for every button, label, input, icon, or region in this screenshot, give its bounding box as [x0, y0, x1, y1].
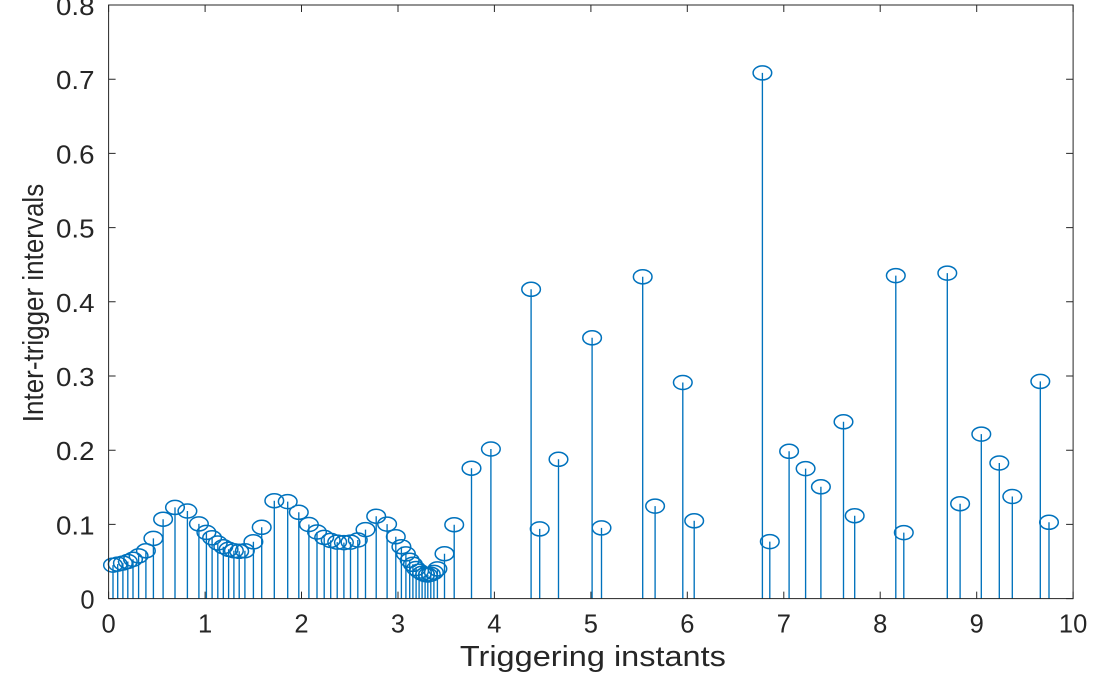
svg-text:0.3: 0.3 — [56, 364, 95, 392]
svg-text:8: 8 — [873, 611, 887, 639]
svg-text:0.5: 0.5 — [56, 216, 95, 244]
svg-text:9: 9 — [970, 611, 984, 639]
svg-text:7: 7 — [777, 611, 791, 639]
svg-text:4: 4 — [487, 611, 501, 639]
svg-text:0.6: 0.6 — [56, 141, 95, 169]
svg-text:10: 10 — [1059, 611, 1087, 639]
svg-text:3: 3 — [391, 611, 405, 639]
svg-text:Inter-trigger intervals: Inter-trigger intervals — [17, 184, 49, 422]
svg-text:5: 5 — [584, 611, 598, 639]
svg-text:Triggering instants: Triggering instants — [460, 641, 726, 673]
svg-text:0.1: 0.1 — [56, 512, 95, 540]
svg-text:6: 6 — [680, 611, 694, 639]
svg-text:2: 2 — [294, 611, 308, 639]
svg-text:0.7: 0.7 — [56, 67, 95, 95]
svg-text:0.8: 0.8 — [56, 0, 95, 21]
svg-text:0: 0 — [80, 587, 94, 615]
svg-text:0.4: 0.4 — [56, 290, 95, 318]
svg-text:1: 1 — [198, 611, 212, 639]
svg-text:0.2: 0.2 — [56, 438, 95, 466]
svg-text:0: 0 — [102, 611, 116, 639]
